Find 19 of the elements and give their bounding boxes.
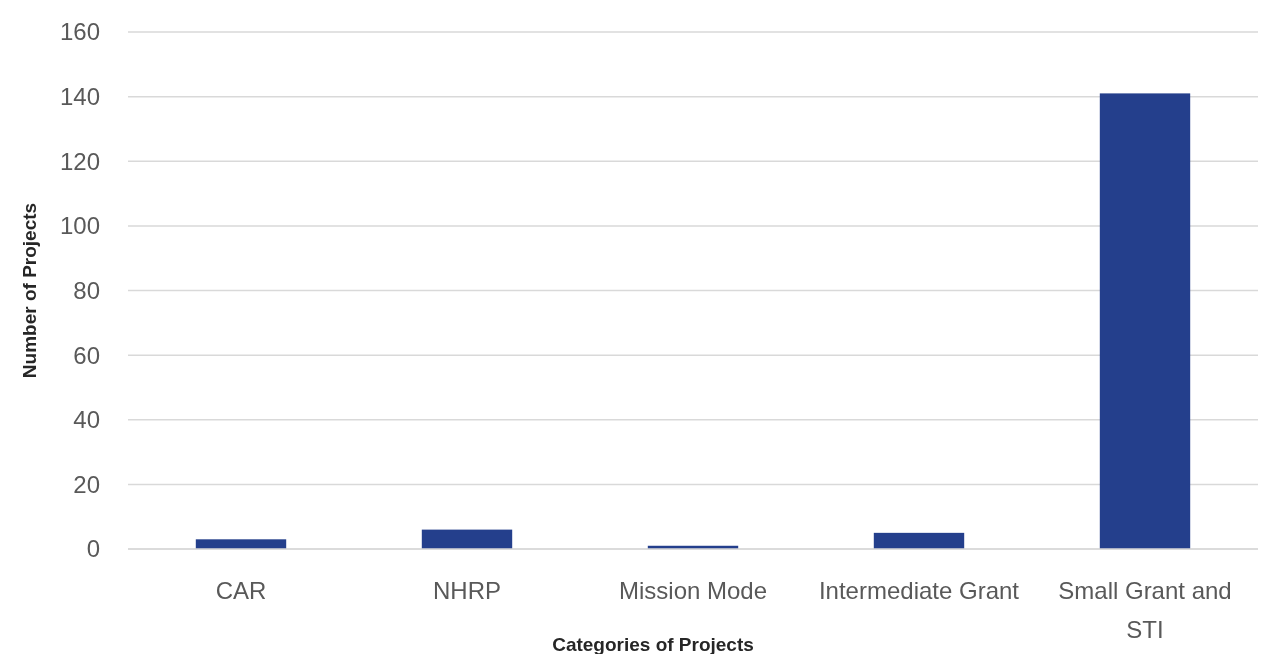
x-tick-label: Mission Mode bbox=[618, 577, 768, 604]
y-tick-label: 100 bbox=[59, 212, 100, 240]
bar bbox=[1099, 93, 1191, 549]
y-tick-label: 120 bbox=[59, 147, 100, 175]
y-tick-label: 80 bbox=[73, 276, 100, 304]
y-tick-label: 0 bbox=[86, 535, 100, 563]
y-tick-label: 20 bbox=[73, 470, 100, 498]
bar bbox=[873, 532, 965, 549]
y-tick-label: 40 bbox=[73, 406, 100, 434]
x-tick-label: Small Grant and STI bbox=[1058, 577, 1232, 643]
y-axis-title: Number of Projects bbox=[19, 202, 40, 379]
x-tick-label: Intermediate Grant bbox=[818, 577, 1020, 604]
y-tick-label: 60 bbox=[73, 341, 100, 369]
bar bbox=[421, 529, 513, 549]
bar bbox=[195, 539, 287, 549]
x-tick-label: CAR bbox=[215, 577, 267, 604]
y-tick-label: 140 bbox=[59, 83, 100, 111]
x-tick-label: NHRP bbox=[432, 577, 502, 604]
y-tick-label: 160 bbox=[59, 18, 100, 46]
